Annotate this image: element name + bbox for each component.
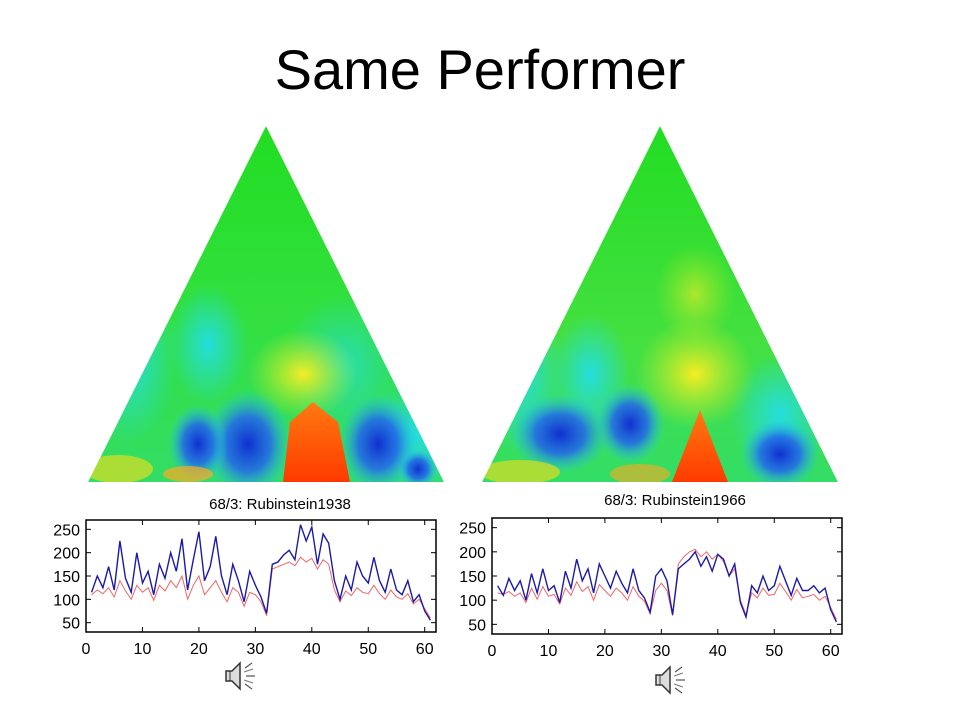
x-tick-label: 20 xyxy=(190,641,208,658)
y-tick-label: 200 xyxy=(53,546,80,563)
scape-plot-right xyxy=(482,126,838,482)
y-tick-label: 200 xyxy=(459,545,486,562)
x-tick-label: 0 xyxy=(82,641,91,658)
y-tick-label: 250 xyxy=(53,522,80,539)
x-tick-label: 10 xyxy=(540,643,558,660)
x-tick-label: 30 xyxy=(652,643,670,660)
x-tick-label: 40 xyxy=(709,643,727,660)
series-line xyxy=(497,548,837,620)
series-line xyxy=(90,524,431,621)
scape-plot-left xyxy=(88,126,444,482)
y-tick-label: 150 xyxy=(53,569,80,586)
x-tick-label: 60 xyxy=(822,643,840,660)
y-tick-label: 250 xyxy=(459,521,486,538)
tempo-chart-left: 50 100 150 200 250 0 10 20 30 40 50 60 xyxy=(53,519,437,658)
page-title: Same Performer xyxy=(274,38,686,101)
y-tick-label: 100 xyxy=(459,593,486,610)
y-tick-label: 50 xyxy=(468,617,486,634)
series-line xyxy=(91,556,431,619)
x-tick-label: 30 xyxy=(246,641,264,658)
plot-frame xyxy=(85,519,437,633)
x-tick-label: 40 xyxy=(303,641,321,658)
x-tick-label: 60 xyxy=(416,641,434,658)
y-tick-label: 150 xyxy=(459,569,486,586)
x-tick-label: 0 xyxy=(488,643,497,660)
x-tick-label: 20 xyxy=(596,643,614,660)
x-tick-label: 10 xyxy=(134,641,152,658)
x-tick-label: 50 xyxy=(765,643,783,660)
y-tick-label: 50 xyxy=(62,616,80,633)
speaker-icon[interactable] xyxy=(652,660,692,700)
chart-title-right: 68/3: Rubinstein1966 xyxy=(604,492,746,509)
series-line xyxy=(496,550,838,623)
speaker-icon[interactable] xyxy=(222,656,262,696)
x-tick-label: 50 xyxy=(359,641,377,658)
y-tick-label: 100 xyxy=(53,592,80,609)
tempo-chart-right: 50 100 150 200 250 0 10 20 30 40 50 60 xyxy=(459,517,843,660)
chart-title-left: 68/3: Rubinstein1938 xyxy=(209,496,351,513)
